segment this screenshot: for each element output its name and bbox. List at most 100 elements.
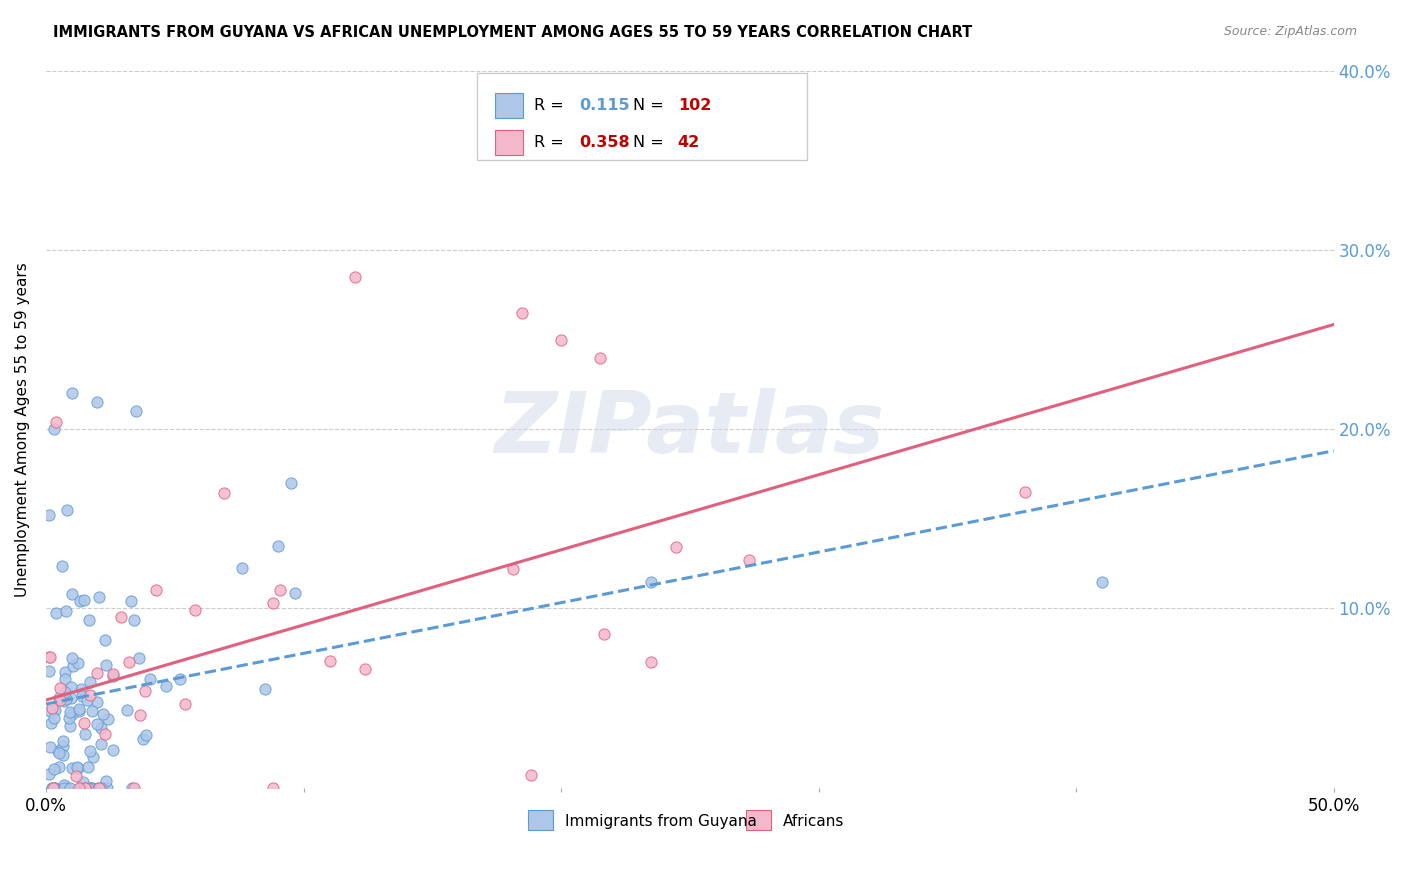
Point [42,711,65,725]
Point [60,651,83,665]
Point [94,773,117,788]
Point [115,703,138,717]
Point [55,692,77,706]
Point [38,649,60,664]
Point [125,404,148,418]
Point [45,607,67,621]
Point [38,767,60,781]
Point [41,780,63,795]
Point [640,574,662,589]
Point [67,702,90,716]
Point [55,665,77,679]
Point [66,656,89,670]
Point [131,731,153,746]
Point [110,610,132,624]
Point [49,693,72,707]
Point [80,780,103,795]
Point [267,539,290,553]
Point [52,739,75,753]
Point [122,780,145,795]
Point [72,775,94,789]
Point [55,604,77,618]
Point [101,669,124,683]
Point [38,649,60,664]
Point [42,422,65,436]
Text: 0.358: 0.358 [579,135,630,150]
Point [512,306,534,320]
Point [77,613,100,627]
Point [97,712,120,726]
Point [58,711,80,725]
Point [269,582,291,597]
Point [90,721,112,735]
Point [90,737,112,751]
Point [79,675,101,690]
Point [262,596,284,610]
Text: 42: 42 [678,135,700,150]
Point [128,651,150,665]
Point [48,746,70,760]
Point [284,586,307,600]
Point [502,562,524,576]
Point [593,627,616,641]
Point [55,503,77,517]
Point [62,659,84,673]
Point [39,704,62,718]
Point [55,672,77,686]
Point [86,395,108,409]
Text: IMMIGRANTS FROM GUYANA VS AFRICAN UNEMPLOYMENT AMONG AGES 55 TO 59 YEARS CORRELA: IMMIGRANTS FROM GUYANA VS AFRICAN UNEMPL… [53,25,973,40]
Point [41,700,63,714]
Point [134,684,156,698]
Point [129,707,152,722]
Point [38,508,60,523]
Point [79,688,101,702]
Point [60,761,83,775]
Point [665,540,688,554]
Point [60,386,83,401]
Point [319,654,342,668]
Point [174,697,197,711]
Point [94,632,117,647]
Text: R =: R = [534,97,564,112]
Point [41,780,63,795]
Point [86,694,108,708]
Point [1091,574,1114,589]
Text: 102: 102 [678,97,711,112]
Point [73,593,96,607]
Point [87,591,110,605]
Point [89,780,111,795]
Point [82,780,104,795]
Point [1014,485,1036,500]
Y-axis label: Unemployment Among Ages 55 to 59 years: Unemployment Among Ages 55 to 59 years [15,262,30,597]
Point [122,613,145,627]
Point [135,728,157,742]
Point [75,727,97,741]
Point [96,780,118,795]
Text: Source: ZipAtlas.com: Source: ZipAtlas.com [1223,25,1357,38]
Point [59,680,82,694]
Point [80,780,103,795]
Point [101,743,124,757]
Point [86,665,108,680]
Point [51,559,73,574]
Point [60,706,83,721]
Point [53,694,76,708]
Point [58,718,80,732]
Point [69,593,91,607]
Point [45,415,67,429]
Point [76,760,98,774]
Text: ZIPatlas: ZIPatlas [495,388,884,471]
Point [89,780,111,795]
Point [120,594,142,608]
Point [212,485,235,500]
Point [640,655,662,669]
Point [48,691,70,706]
Point [52,780,75,795]
Point [79,744,101,758]
Text: N =: N = [633,135,664,150]
Point [139,672,162,686]
Text: Immigrants from Guyana: Immigrants from Guyana [565,814,756,829]
Point [58,705,80,719]
Point [550,333,572,347]
Point [58,780,80,795]
